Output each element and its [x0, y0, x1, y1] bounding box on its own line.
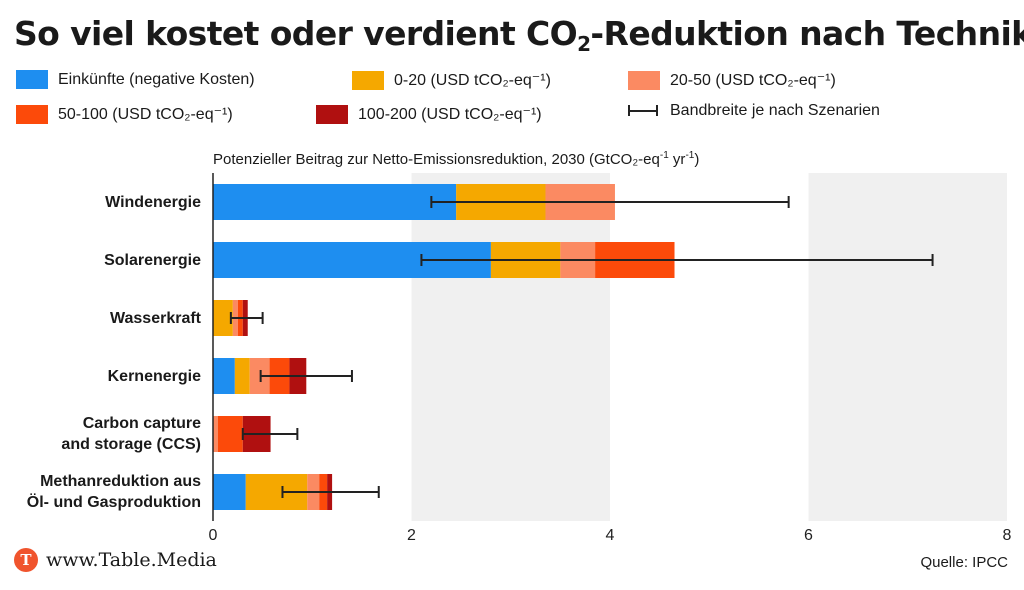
bar-segment	[213, 358, 235, 394]
legend-item-50-100: 50-100 (USD tCO₂-eq⁻¹)	[16, 104, 233, 124]
brand-logo[interactable]: T www.Table.Media	[14, 548, 217, 572]
category-label-line: Carbon capture	[82, 415, 201, 432]
x-axis-title: Potenzieller Beitrag zur Netto-Emissions…	[213, 150, 700, 168]
shaded-band	[808, 173, 1007, 521]
chart-title: So viel kostet oder verdient CO2-Redukti…	[14, 14, 1024, 56]
bar-segment	[217, 416, 243, 452]
x-tick-label: 8	[1003, 527, 1012, 544]
category-label-line: Solarenergie	[104, 251, 201, 269]
legend-item-revenue: Einkünfte (negative Kosten)	[16, 70, 255, 89]
bar-segment	[213, 184, 457, 220]
legend-swatch	[628, 70, 660, 90]
x-tick-label: 2	[407, 527, 416, 544]
shaded-band	[411, 173, 610, 521]
category-label-line: Windenergie	[105, 193, 201, 211]
category-label: Methanreduktion aus Öl- und Gasproduktion	[1, 471, 201, 513]
error-bar-icon	[628, 101, 658, 120]
category-label: Wasserkraft	[1, 308, 201, 329]
legend-item-20-50: 20-50 (USD tCO₂-eq⁻¹)	[628, 70, 836, 90]
legend-item-100-200: 100-200 (USD tCO₂-eq⁻¹)	[316, 104, 542, 124]
legend-swatch	[16, 104, 48, 124]
category-label-line: Kernenergie	[107, 367, 201, 385]
category-label: Windenergie	[1, 192, 201, 213]
table-media-logo-icon: T	[14, 548, 38, 572]
legend-swatch	[352, 70, 384, 90]
bar-segment	[213, 300, 233, 336]
category-label-line: and storage (CCS)	[61, 436, 201, 453]
category-label: Solarenergie	[1, 250, 201, 271]
x-tick-label: 6	[804, 527, 813, 544]
legend-swatch	[16, 70, 48, 89]
category-label-line: Wasserkraft	[109, 309, 201, 327]
brand-url: www.Table.Media	[46, 549, 217, 571]
x-tick-label: 0	[209, 527, 218, 544]
legend-swatch	[316, 104, 348, 124]
legend-item-0-20: 0-20 (USD tCO₂-eq⁻¹)	[352, 70, 551, 90]
category-label-line: Öl- und Gasproduktion	[26, 494, 201, 511]
bar-segment	[234, 358, 250, 394]
legend-item-range: Bandbreite je nach Szenarien	[628, 101, 880, 120]
category-label: Kernenergie	[1, 366, 201, 387]
bar-segment	[213, 416, 218, 452]
category-label: Carbon capture and storage (CCS)	[1, 413, 201, 455]
source-note: Quelle: IPCC	[920, 554, 1008, 571]
x-tick-label: 4	[606, 527, 615, 544]
category-label-line: Methanreduktion aus	[40, 473, 201, 490]
bar-segment	[213, 474, 246, 510]
